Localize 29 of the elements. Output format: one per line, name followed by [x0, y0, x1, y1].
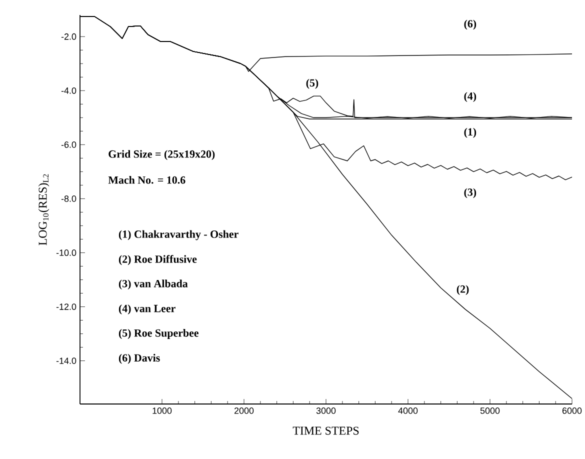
annotation: (3) van Albada — [118, 280, 188, 290]
annotation: (5) Roe Superbee — [118, 329, 199, 339]
y-tick-label: -2.0 — [61, 33, 76, 40]
x-tick-label: 6000 — [562, 408, 582, 414]
series-label: (3) — [464, 188, 476, 198]
series-label: (4) — [464, 92, 476, 102]
series-label: (1) — [464, 128, 476, 138]
annotation: (1) Chakravarthy - Osher — [118, 230, 238, 240]
x-tick-label: 5000 — [480, 408, 500, 414]
annotation: (2) Roe Diffusive — [118, 255, 197, 266]
x-tick-label: 1000 — [152, 408, 172, 414]
annotation: Mach No. = 10.6 — [108, 176, 186, 184]
y-tick-label: -14.0 — [56, 358, 76, 364]
y-tick-label: -8.0 — [61, 196, 76, 202]
y-tick-label: -6.0 — [61, 141, 76, 148]
annotation: (4) van Leer — [118, 304, 176, 314]
y-axis-title: LOG$_{10}$(RES)$_{L2}$ — [38, 174, 50, 246]
x-axis-title: TIME STEPS — [292, 426, 359, 435]
annotation: (6) Davis — [118, 354, 160, 364]
series-label: (5) — [306, 78, 318, 89]
series-label: (2) — [456, 285, 469, 295]
x-tick-label: 2000 — [234, 408, 254, 414]
x-tick-label: 4000 — [398, 408, 418, 414]
y-tick-label: -12.0 — [56, 304, 76, 310]
text: (6) — [464, 20, 476, 30]
y-tick-label: -10.0 — [56, 250, 76, 256]
y-tick-label: -4.0 — [61, 87, 76, 94]
annotation: Grid Size = (25x19x20) — [108, 150, 215, 160]
x-tick-label: 3000 — [316, 408, 336, 414]
